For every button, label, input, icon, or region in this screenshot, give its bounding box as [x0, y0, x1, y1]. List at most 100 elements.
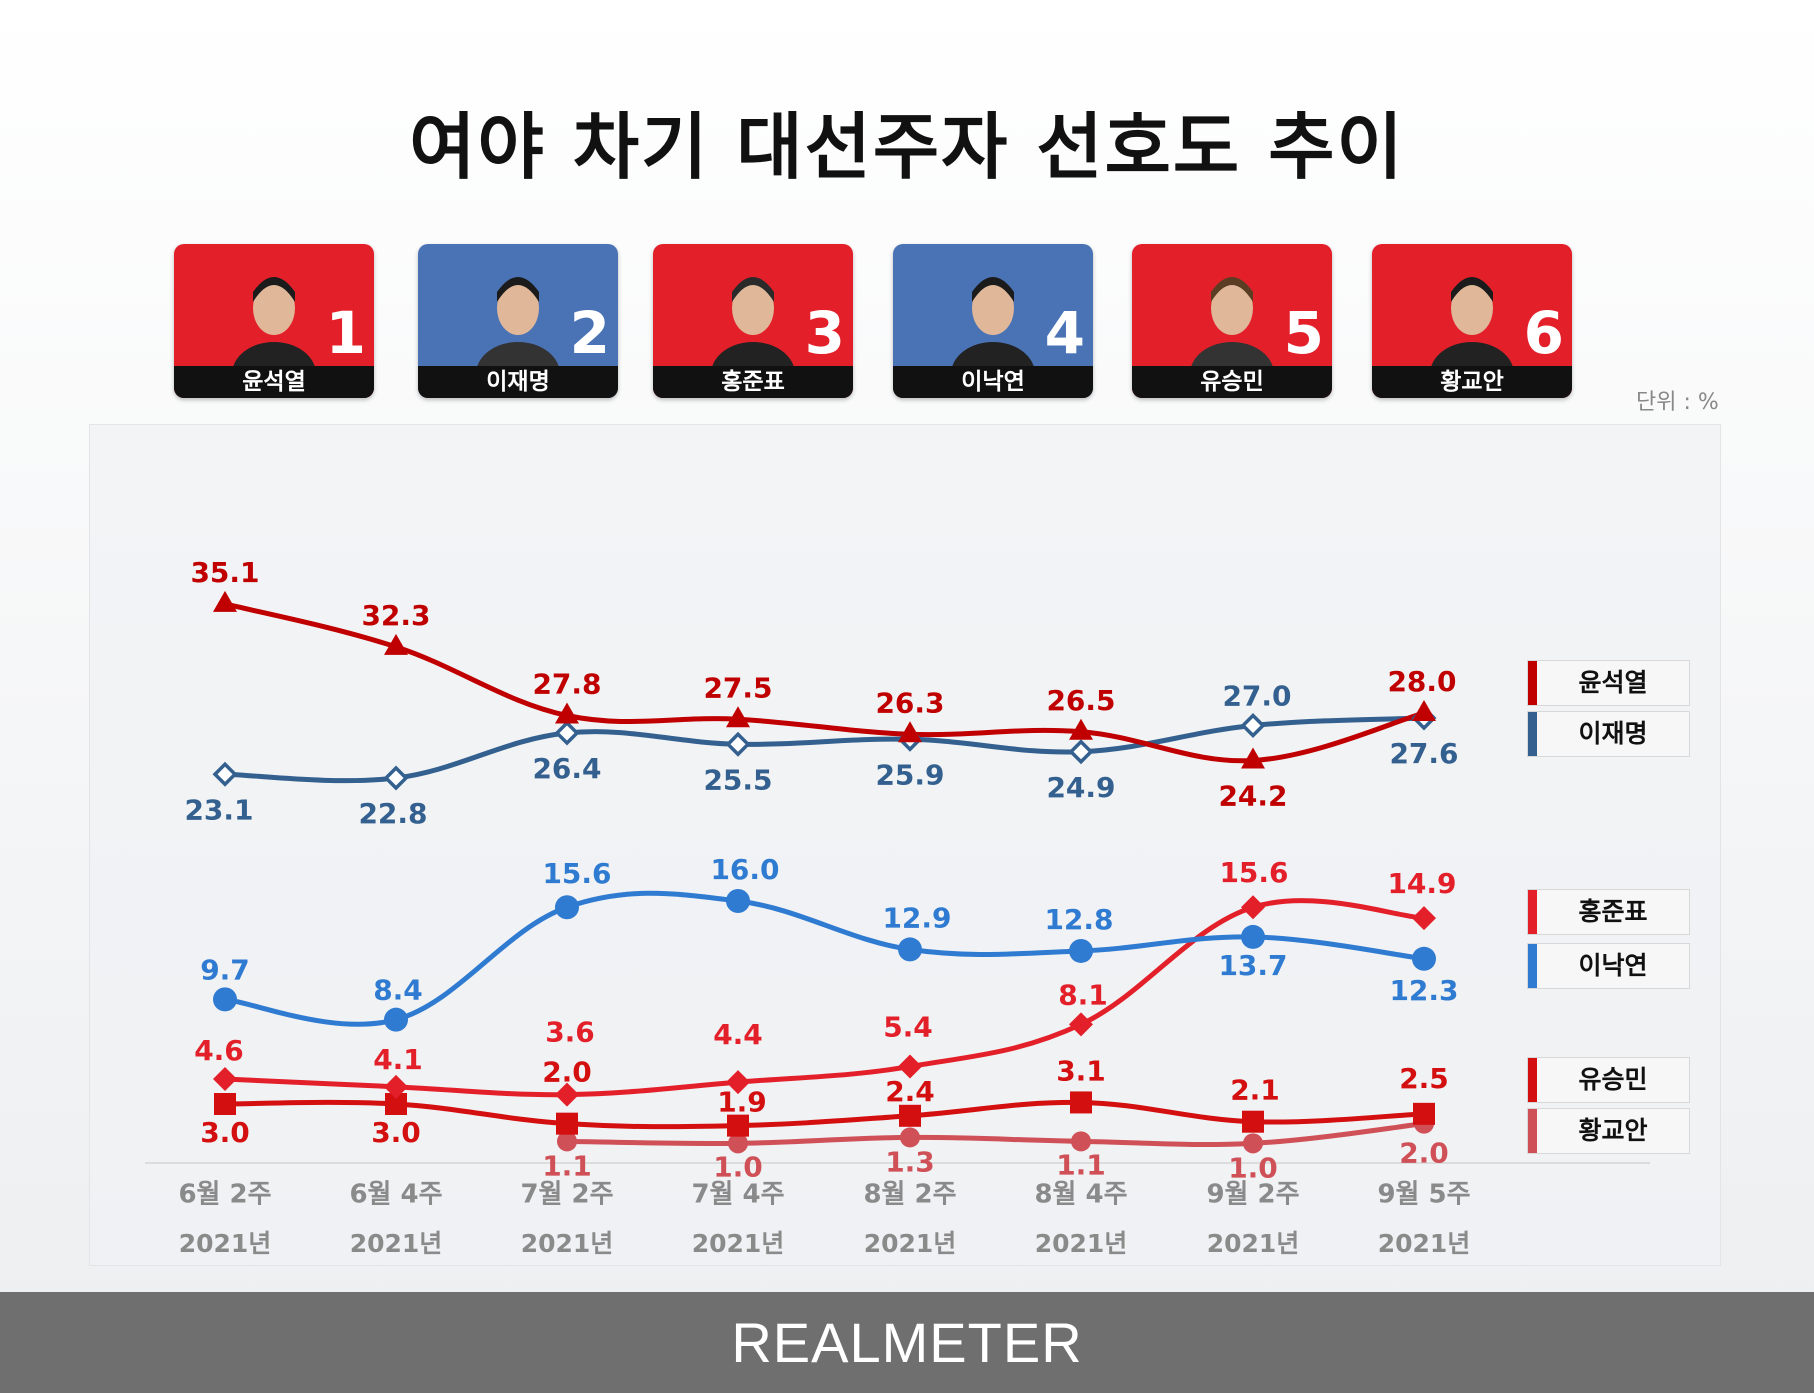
marker-이낙연-3: [726, 889, 750, 913]
x-tick-year-0: 2021년: [179, 1229, 272, 1258]
marker-홍준표-2: [555, 1082, 579, 1107]
marker-홍준표-5: [1069, 1012, 1093, 1037]
page-title: 여야 차기 대선주자 선호도 추이: [409, 105, 1405, 189]
candidate-rank: 1: [325, 299, 366, 367]
marker-윤석열-7: [1412, 700, 1436, 721]
data-label-홍준표-7: 14.9: [1387, 867, 1456, 900]
x-tick-label-5: 8월 4주: [1034, 1180, 1127, 1210]
candidate-name: 홍준표: [653, 366, 853, 398]
marker-홍준표-1: [384, 1074, 408, 1099]
data-label-이낙연-6: 13.7: [1218, 949, 1287, 982]
data-label-이재명-1: 22.8: [358, 797, 427, 830]
data-label-유승민-3: 1.9: [717, 1086, 767, 1119]
data-label-홍준표-0: 4.6: [194, 1034, 244, 1067]
candidate-card-5: 5 유승민: [1132, 244, 1332, 398]
data-label-이낙연-3: 16.0: [710, 853, 779, 886]
legend-item-유승민: 유승민: [1527, 1057, 1690, 1103]
candidate-cards: 1 윤석열 2 이재명 3 홍준표 4 이낙연 5 유승민 6 황교안: [0, 244, 1814, 400]
marker-이재명-6: [1240, 713, 1266, 738]
legend-swatch: [1528, 1109, 1537, 1153]
x-tick-label-2: 7월 2주: [520, 1180, 613, 1210]
marker-윤석열-5: [1069, 718, 1093, 740]
data-label-이낙연-4: 12.9: [882, 901, 951, 934]
marker-이낙연-6: [1241, 924, 1265, 949]
unit-label: 단위 : %: [1636, 390, 1719, 415]
x-tick-label-3: 7월 4주: [691, 1180, 784, 1210]
candidate-name: 이재명: [418, 366, 618, 398]
marker-이낙연-1: [384, 1007, 408, 1032]
series-line-이재명: [222, 715, 1427, 784]
line-chart: 1.1 1.0 1.3 1.1 1.0 2.0 3.0 3.0 2.0 1.9 2.4 3.1 2.1 2…: [145, 556, 1650, 1258]
data-label-윤석열-7: 28.0: [1387, 665, 1456, 698]
legend-label: 유승민: [1578, 1065, 1648, 1094]
marker-홍준표-0: [213, 1067, 237, 1092]
data-label-이재명-0: 23.1: [184, 793, 253, 826]
series-line-윤석열: [222, 601, 1427, 764]
marker-이낙연-5: [1069, 938, 1093, 963]
data-label-윤석열-3: 27.5: [703, 671, 772, 704]
data-label-유승민-6: 2.1: [1230, 1074, 1280, 1107]
data-label-유승민-0: 3.0: [200, 1116, 250, 1149]
x-tick-label-6: 9월 2주: [1206, 1180, 1299, 1210]
data-label-윤석열-6: 24.2: [1218, 780, 1287, 813]
marker-이낙연-2: [555, 895, 579, 920]
legend-item-홍준표: 홍준표: [1527, 889, 1690, 935]
data-label-이낙연-1: 8.4: [373, 974, 423, 1007]
legend-item-황교안: 황교안: [1527, 1108, 1690, 1154]
candidate-rank: 5: [1283, 299, 1324, 367]
marker-윤석열-1: [384, 633, 408, 655]
marker-윤석열-6: [1241, 747, 1265, 769]
x-tick-year-7: 2021년: [1378, 1229, 1471, 1258]
x-tick-year-4: 2021년: [864, 1229, 957, 1258]
marker-이낙연-4: [898, 937, 922, 962]
data-label-이낙연-5: 12.8: [1044, 903, 1113, 936]
x-tick-year-5: 2021년: [1035, 1229, 1128, 1258]
data-label-윤석열-2: 27.8: [532, 668, 601, 701]
marker-황교안-6: [1243, 1133, 1263, 1154]
data-label-황교안-6: 1.0: [1228, 1151, 1278, 1184]
data-label-황교안-5: 1.1: [1056, 1148, 1106, 1181]
legend-label: 이재명: [1578, 719, 1648, 748]
data-label-윤석열-5: 26.5: [1046, 684, 1115, 717]
data-label-유승민-4: 2.4: [885, 1075, 935, 1108]
x-tick-year-3: 2021년: [692, 1229, 785, 1258]
data-label-홍준표-3: 4.4: [713, 1018, 763, 1051]
candidate-card-1: 1 윤석열: [174, 244, 374, 398]
candidate-name: 이낙연: [893, 366, 1093, 398]
legend-swatch: [1528, 1058, 1537, 1102]
candidate-name: 윤석열: [174, 366, 374, 398]
marker-이낙연-0: [213, 987, 237, 1012]
data-label-윤석열-1: 32.3: [361, 599, 430, 632]
data-label-홍준표-2: 3.6: [545, 1016, 595, 1049]
x-tick-label-1: 6월 4주: [349, 1180, 442, 1210]
candidate-card-3: 3 홍준표: [653, 244, 853, 398]
data-label-이재명-7: 27.6: [1389, 737, 1458, 770]
data-label-이재명-2: 26.4: [532, 752, 601, 785]
data-label-유승민-1: 3.0: [371, 1116, 421, 1149]
data-label-황교안-7: 2.0: [1399, 1137, 1449, 1170]
candidate-rank: 6: [1523, 299, 1564, 367]
marker-유승민-7: [1413, 1102, 1435, 1125]
legend-item-이재명: 이재명: [1527, 711, 1690, 757]
series-line-홍준표: [222, 898, 1427, 1098]
candidate-rank: 3: [804, 299, 845, 367]
data-label-이낙연-0: 9.7: [200, 953, 250, 986]
legend-item-이낙연: 이낙연: [1527, 943, 1690, 989]
marker-유승민-4: [899, 1104, 921, 1127]
legend-label: 윤석열: [1578, 668, 1648, 697]
data-label-윤석열-4: 26.3: [875, 686, 944, 719]
data-label-윤석열-0: 35.1: [190, 556, 259, 589]
marker-이재명-3: [725, 731, 751, 757]
legend-label: 홍준표: [1578, 897, 1648, 926]
brand-footer: REALMETER: [0, 1292, 1814, 1393]
candidate-rank: 4: [1044, 299, 1085, 367]
x-tick-year-6: 2021년: [1207, 1229, 1300, 1258]
marker-윤석열-3: [726, 706, 750, 728]
marker-이낙연-7: [1412, 946, 1436, 971]
data-label-이재명-4: 25.9: [875, 758, 944, 791]
x-tick-label-7: 9월 5주: [1377, 1180, 1470, 1210]
candidate-card-2: 2 이재명: [418, 244, 618, 398]
marker-이재명-5: [1068, 739, 1094, 765]
marker-이재명-2: [554, 720, 580, 746]
marker-황교안-2: [557, 1131, 577, 1152]
